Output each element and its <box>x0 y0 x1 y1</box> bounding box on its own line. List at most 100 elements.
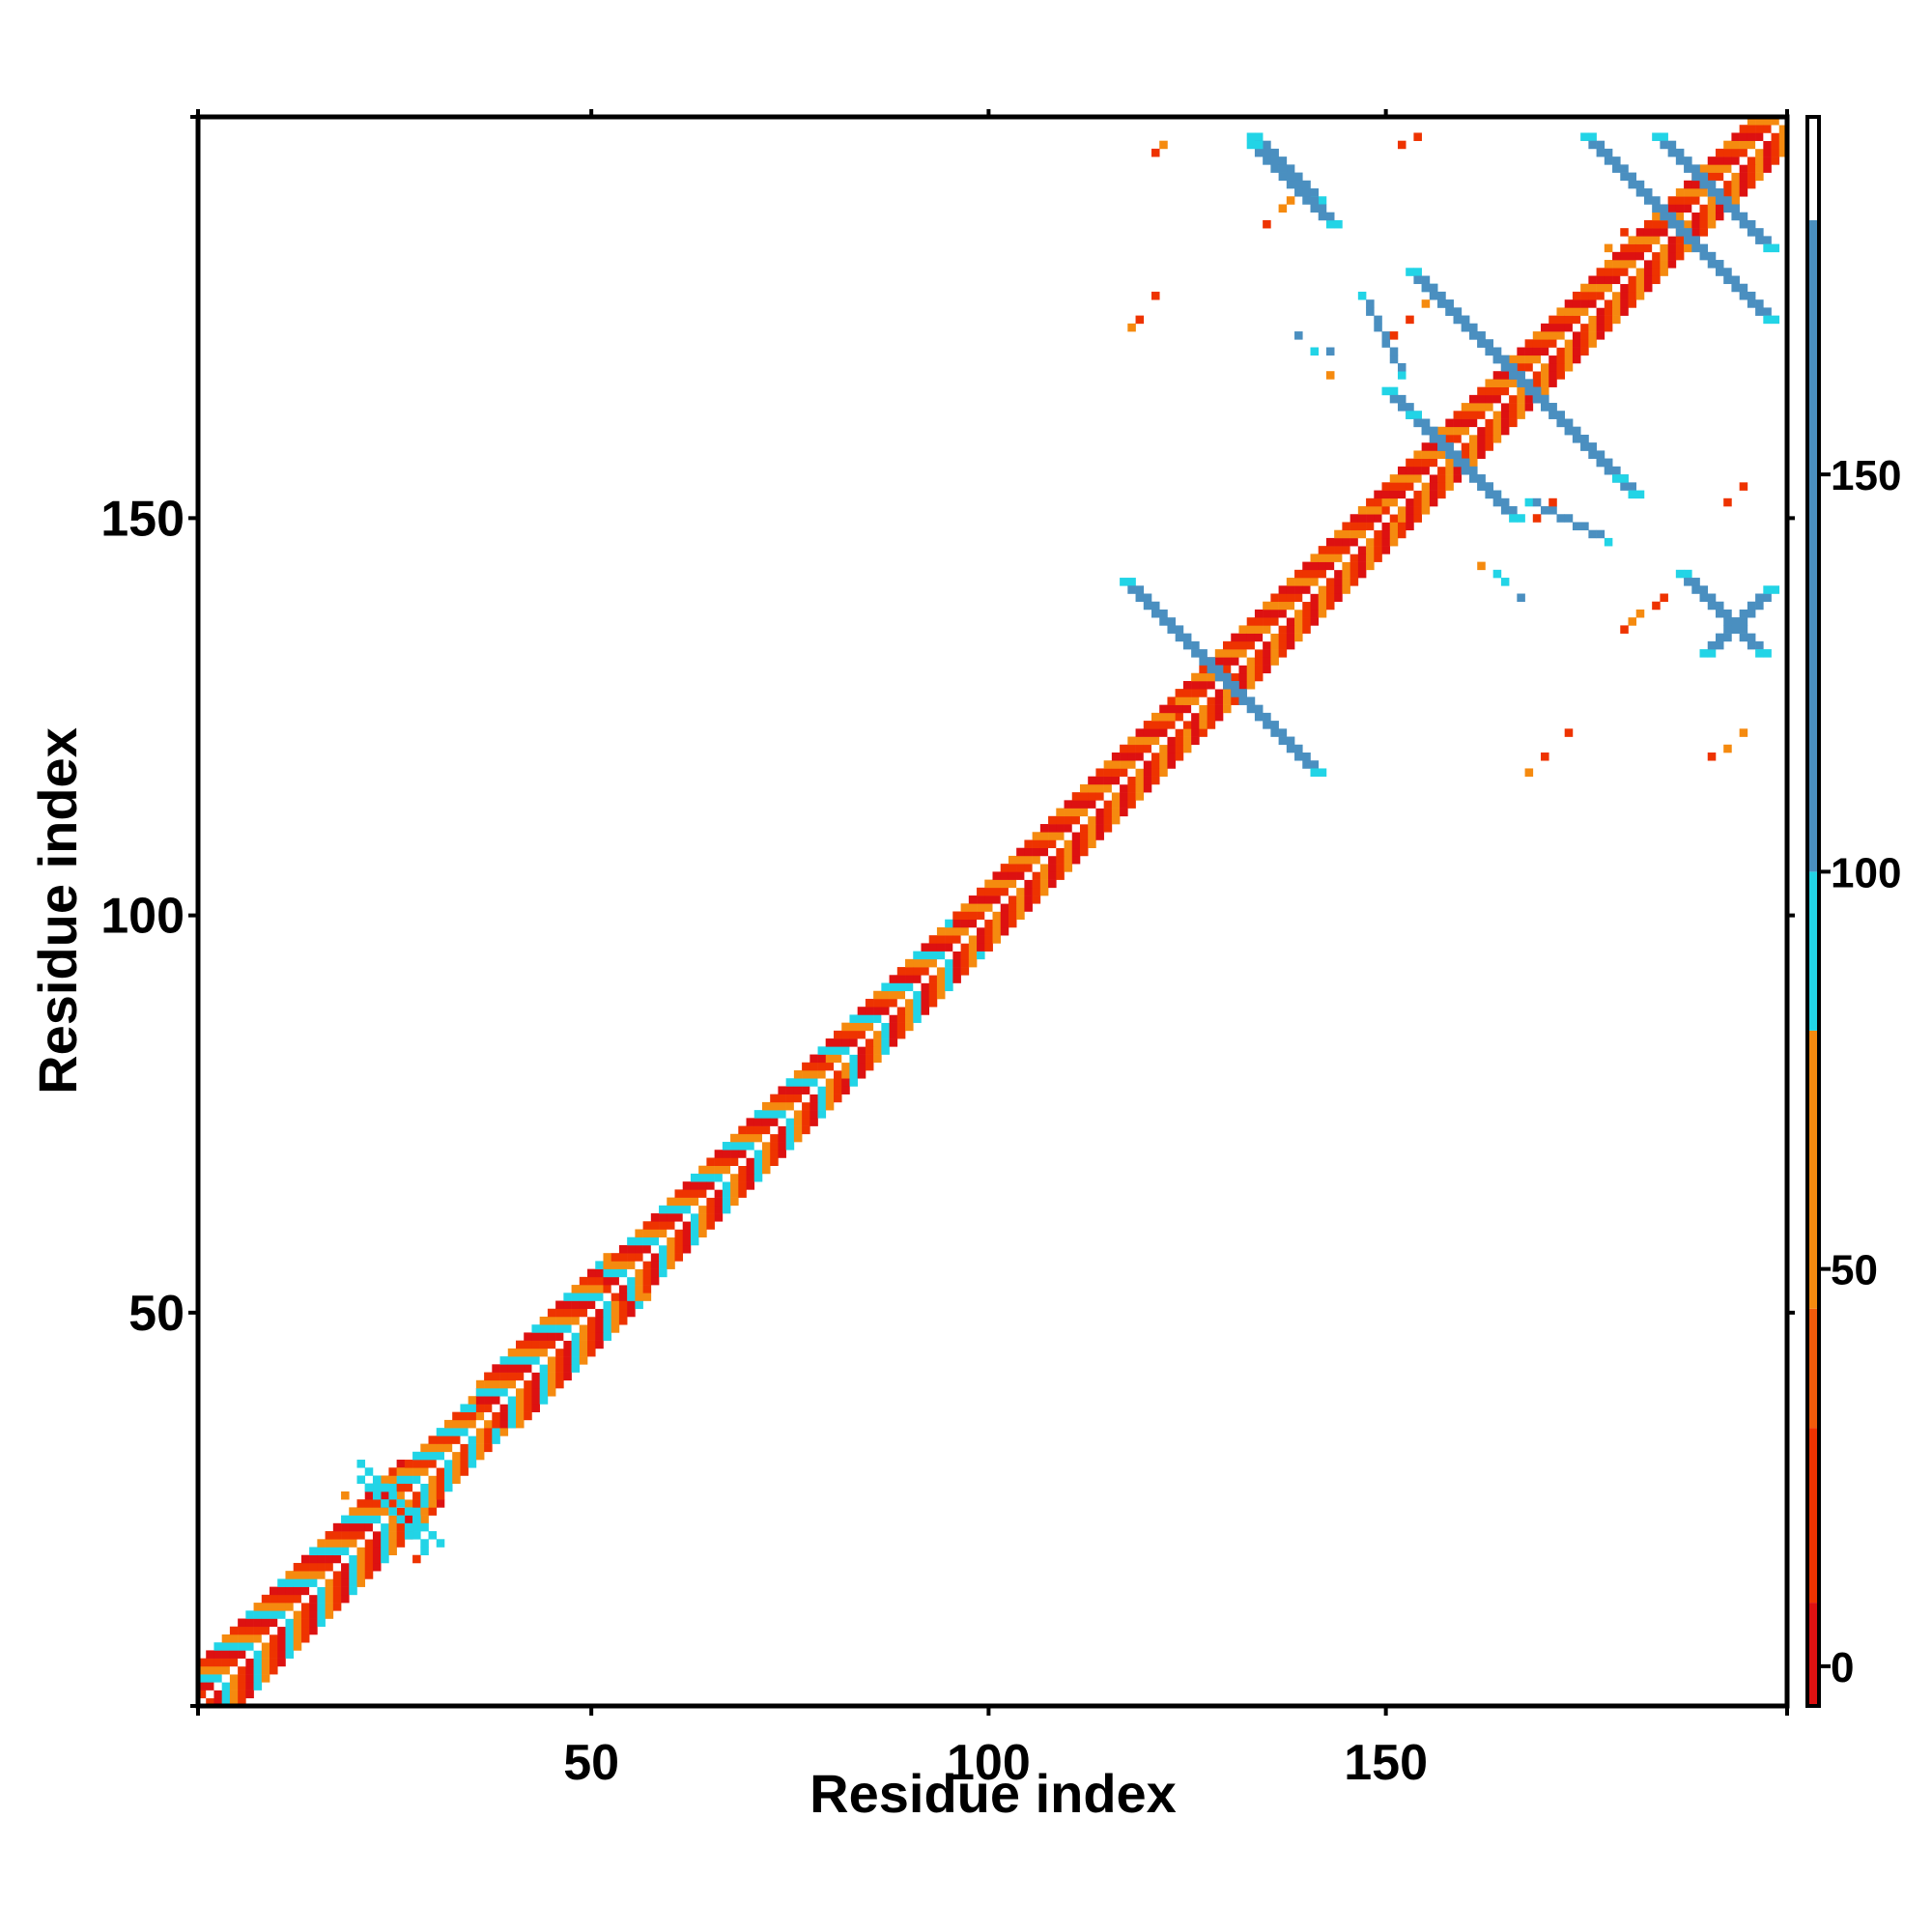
diagonal-band-cell <box>221 1697 231 1707</box>
contact-strand-cell <box>1509 362 1518 372</box>
diagonal-band-cell <box>611 1276 620 1286</box>
diagonal-band-cell <box>992 887 1002 896</box>
diagonal-band-cell <box>325 1586 334 1596</box>
diagonal-cell <box>896 998 906 1008</box>
diagonal-band-cell <box>960 919 970 928</box>
diagonal-band-cell <box>1421 506 1431 515</box>
diagonal-band-cell <box>841 1038 850 1047</box>
diagonal-band-cell <box>881 998 890 1008</box>
diagonal-cell <box>1492 403 1502 412</box>
contact-strand-cell <box>1143 601 1152 611</box>
diagonal-band-cell <box>364 1507 374 1516</box>
diagonal-band-cell <box>960 926 970 936</box>
diagonal-band-cell <box>428 1451 438 1461</box>
diagonal-band-cell <box>785 1142 795 1151</box>
contact-strand-cell <box>1699 251 1709 261</box>
contact-strand-cell <box>1159 617 1168 626</box>
diagonal-band-cell <box>1572 307 1581 316</box>
diagonal-band-cell <box>857 1022 867 1032</box>
diagonal-band-cell <box>1231 657 1239 666</box>
diagonal-band-cell <box>667 1213 675 1222</box>
diagonal-band-cell <box>952 951 961 960</box>
diagonal-band-cell <box>1103 815 1113 825</box>
diagonal-band-cell <box>1509 418 1518 428</box>
diagonal-cell <box>436 1460 445 1468</box>
diagonal-band-cell <box>1612 260 1621 269</box>
colorbar-band <box>1807 1030 1819 1309</box>
diagonal-band-cell <box>1580 331 1589 340</box>
contact-strand-cell <box>1477 339 1486 348</box>
diagonal-band-cell <box>650 1261 660 1269</box>
diagonal-band-cell <box>889 990 898 1000</box>
diagonal-band-cell <box>1461 403 1470 412</box>
diagonal-band-cell <box>1778 132 1788 141</box>
contact-strand-cell <box>1310 188 1320 197</box>
diagonal-band-cell <box>1143 783 1152 793</box>
diagonal-band-cell <box>238 1626 246 1635</box>
diagonal-band-cell <box>381 1491 389 1500</box>
diagonal-band-cell <box>770 1101 779 1111</box>
diagonal-band-cell <box>396 1460 406 1468</box>
diagonal-band-cell <box>341 1571 350 1579</box>
diagonal-band-cell <box>945 982 953 992</box>
diagonal-band-cell <box>1389 514 1399 523</box>
diagonal-band-cell <box>865 1038 874 1047</box>
diagonal-cell <box>785 1110 795 1119</box>
contact-cell <box>1652 601 1661 611</box>
diagonal-band-cell <box>849 1070 858 1079</box>
diagonal-band-cell <box>706 1197 715 1207</box>
diagonal-cell <box>1580 315 1589 325</box>
diagonal-band-cell <box>1548 355 1557 364</box>
contact-strand-cell <box>1620 164 1629 173</box>
diagonal-band-cell <box>1437 426 1446 436</box>
diagonal-band-cell <box>1684 180 1692 189</box>
diagonal-band-cell <box>793 1125 803 1135</box>
contact-strand-cell <box>1731 625 1740 634</box>
diagonal-band-cell <box>865 998 874 1008</box>
diagonal-band-cell <box>1039 839 1049 849</box>
diagonal-band-cell <box>1151 768 1160 777</box>
diagonal-cell <box>1771 125 1780 133</box>
diagonal-band-cell <box>873 1007 882 1015</box>
diagonal-band-cell <box>516 1340 525 1350</box>
diagonal-band-cell <box>1723 140 1732 150</box>
diagonal-band-cell <box>270 1586 278 1596</box>
diagonal-band-cell <box>849 1030 858 1039</box>
diagonal-band-cell <box>1541 339 1549 348</box>
diagonal-band-cell <box>261 1674 270 1683</box>
diagonal-band-cell <box>1548 331 1557 340</box>
diagonal-band-cell <box>547 1356 556 1365</box>
diagonal-band-cell <box>1572 355 1581 364</box>
diagonal-band-cell <box>1620 243 1629 253</box>
diagonal-band-cell <box>1500 418 1510 428</box>
diagonal-cell <box>865 1030 874 1039</box>
diagonal-cell <box>1325 569 1335 579</box>
diagonal-cell <box>1270 625 1279 634</box>
diagonal-band-cell <box>635 1268 643 1278</box>
colorbar-band <box>1807 1308 1819 1429</box>
diagonal-band-cell <box>1199 672 1208 682</box>
diagonal-band-cell <box>1517 403 1525 412</box>
diagonal-band-cell <box>1763 148 1772 157</box>
diagonal-band-cell <box>1246 640 1256 650</box>
diagonal-band-cell <box>1366 506 1375 515</box>
diagonal-band-cell <box>1771 117 1780 126</box>
diagonal-band-cell <box>1652 251 1661 261</box>
contact-cell <box>1492 569 1502 579</box>
diagonal-band-cell <box>475 1428 485 1436</box>
diagonal-band-cell <box>1182 689 1192 697</box>
contact-strand-cell <box>1715 268 1724 276</box>
diagonal-band-cell <box>650 1276 660 1286</box>
contact-strand-cell <box>1723 625 1732 634</box>
diagonal-band-cell <box>627 1293 636 1301</box>
diagonal-band-cell <box>1660 268 1668 276</box>
contact-strand-cell <box>1739 633 1748 642</box>
diagonal-band-cell <box>1310 593 1320 603</box>
diagonal-band-cell <box>1008 864 1017 872</box>
diagonal-band-cell <box>587 1348 596 1357</box>
diagonal-band-cell <box>1667 260 1677 269</box>
diagonal-band-cell <box>531 1348 540 1357</box>
diagonal-cell <box>650 1244 660 1254</box>
diagonal-band-cell <box>1000 903 1009 912</box>
diagonal-band-cell <box>1223 640 1232 650</box>
